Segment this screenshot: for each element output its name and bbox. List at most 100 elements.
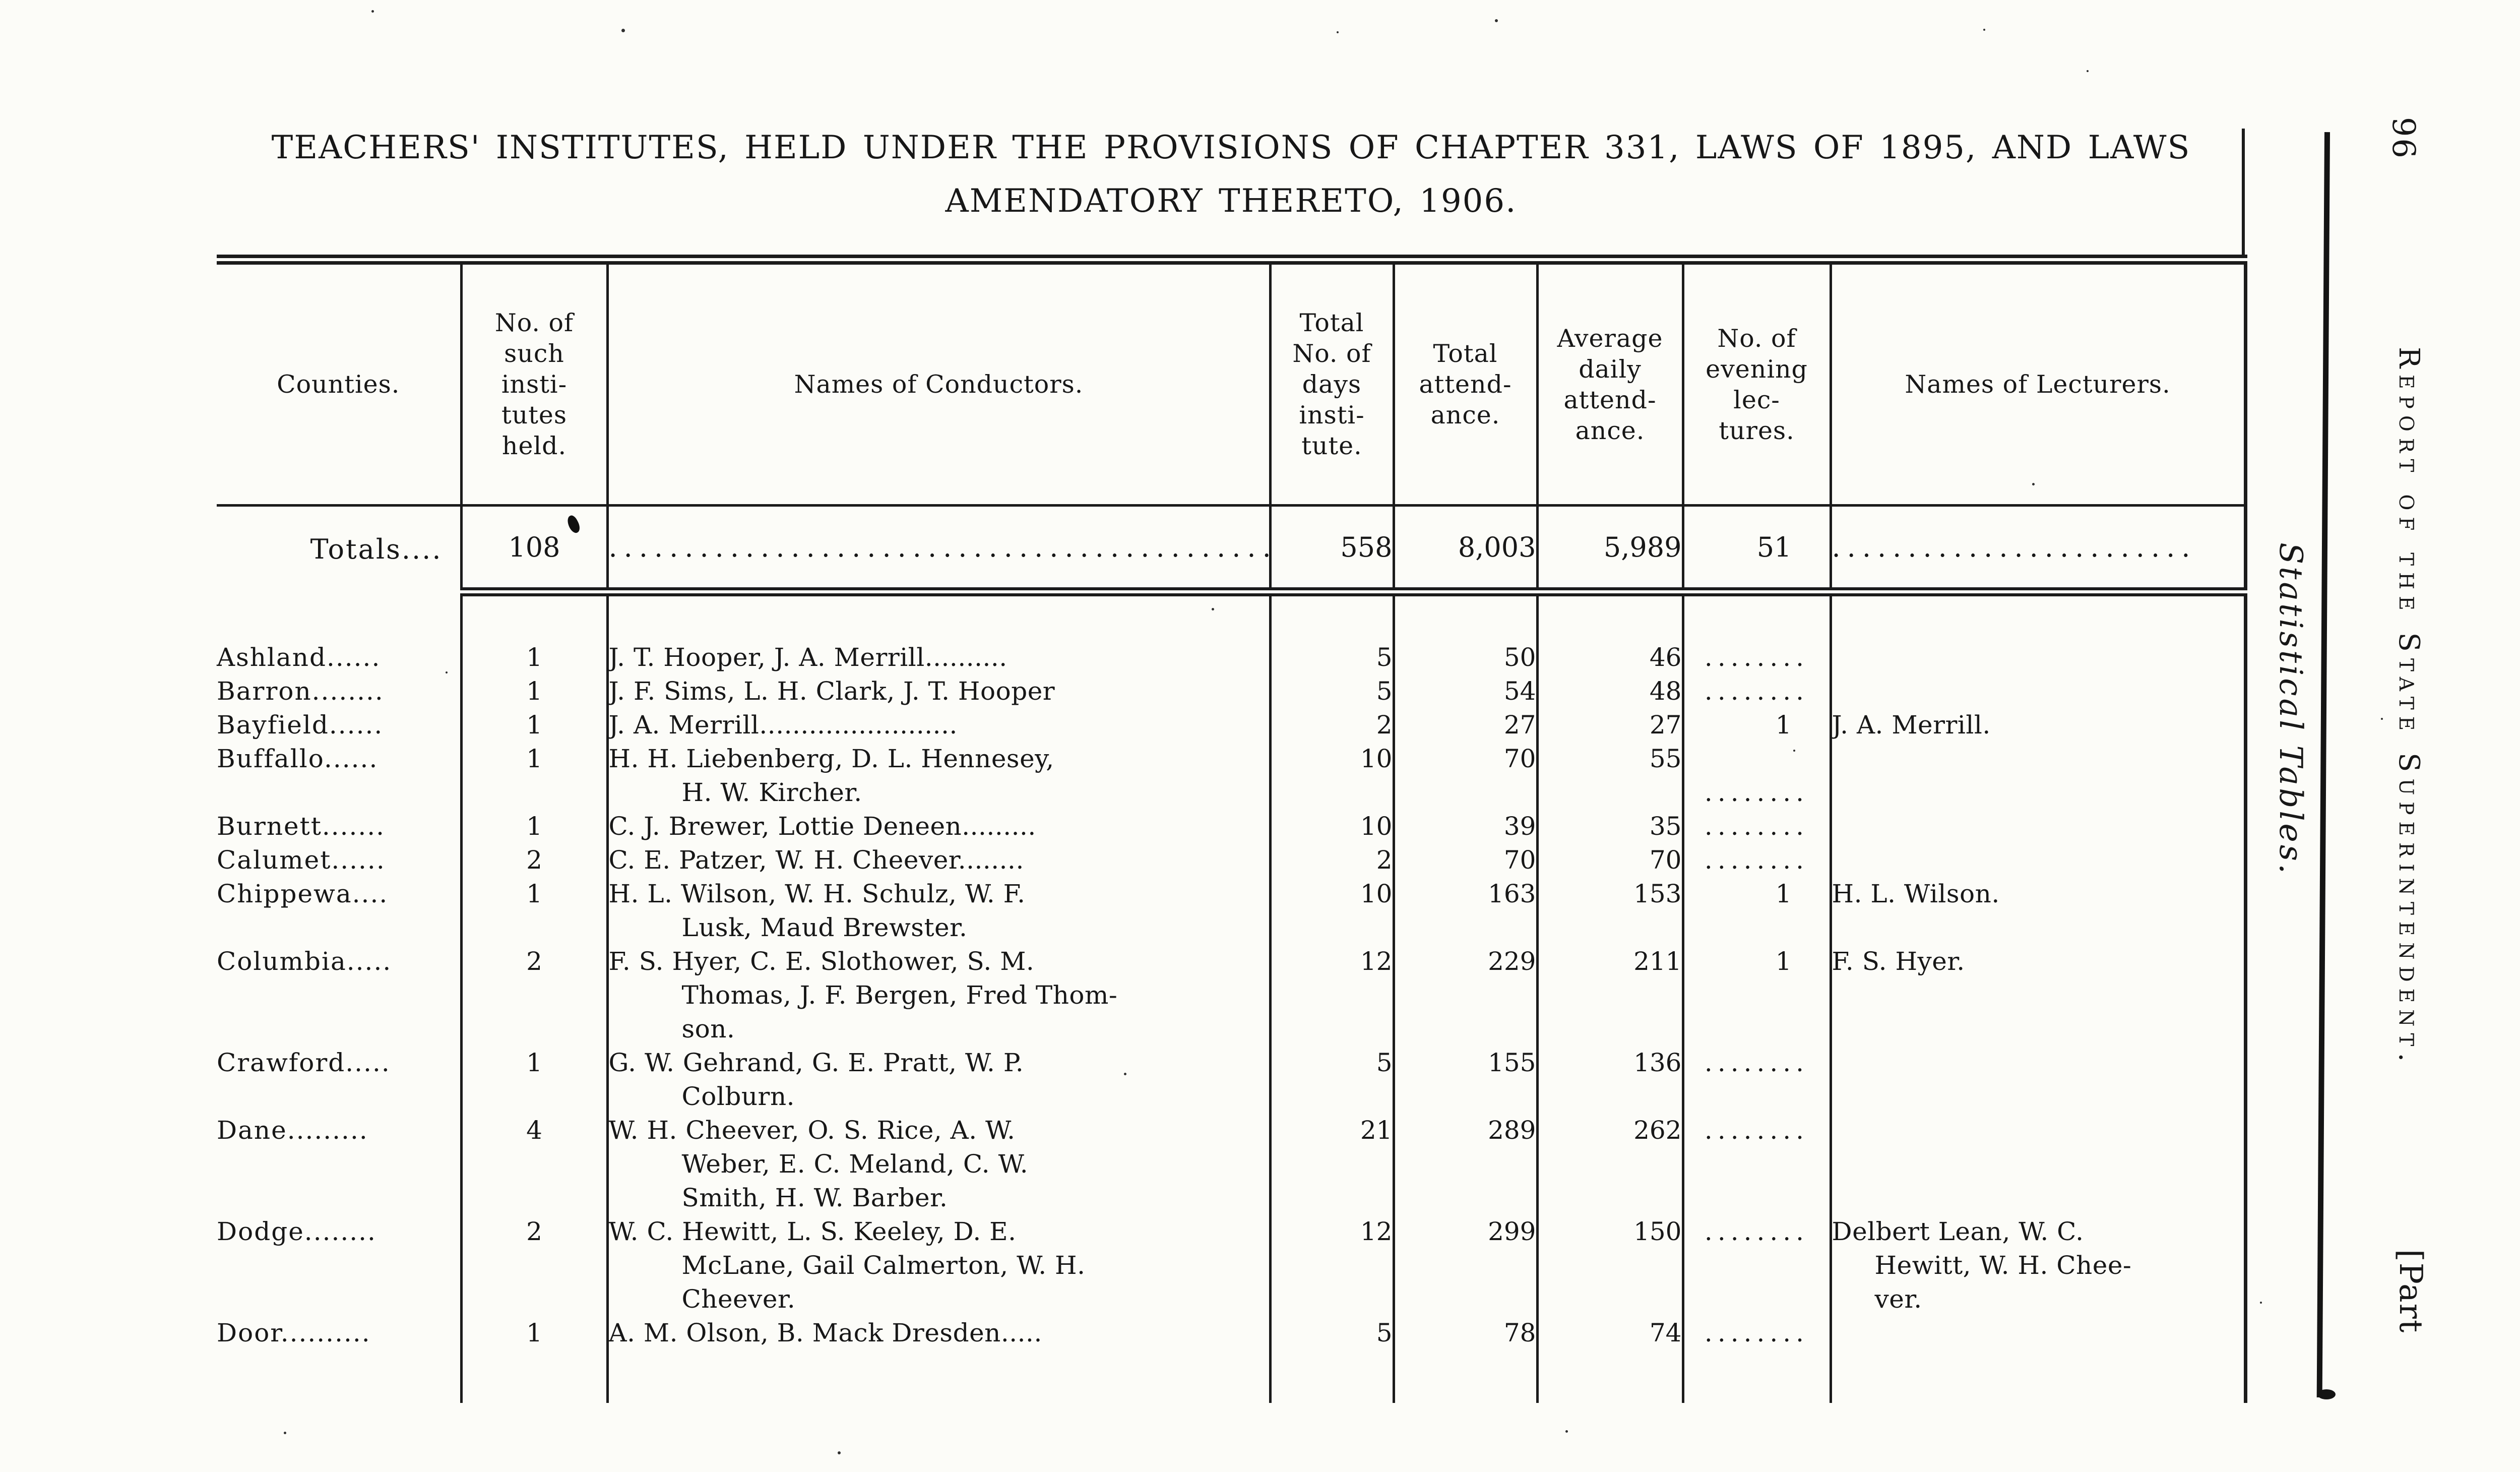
totals-lecturers-fill: ........................ xyxy=(1829,505,2247,596)
scan-speck xyxy=(446,671,448,673)
conductors-line: Lusk, Maud Brewster. xyxy=(681,913,968,942)
section-label: Statistical Tables. xyxy=(2273,542,2309,877)
conductors-line: A. M. Olson, B. Mack Dresden..... xyxy=(608,1318,1042,1347)
col-header-avg: Average daily attend-ance. xyxy=(1536,255,1683,507)
lecturers-cell xyxy=(1829,1046,2247,1114)
institutes-cell: 2 xyxy=(460,945,607,1046)
institutes-cell: 1 xyxy=(460,674,607,708)
county-cell: Ashland...... xyxy=(217,643,381,672)
scan-speck xyxy=(1983,29,1985,31)
conductors-cell: C. J. Brewer, Lottie Deneen......... xyxy=(606,810,1270,843)
evening-lectures-value: ........ xyxy=(1704,812,1809,841)
avg-attendance-cell: 70 xyxy=(1536,843,1683,877)
conductors-cell: H. H. Liebenberg, D. L. Hennesey, H. W. K… xyxy=(606,742,1270,810)
institutes-cell: 1 xyxy=(460,1316,607,1403)
conductors-cell: J. F. Sims, L. H. Clark, J. T. Hooper xyxy=(606,674,1270,708)
evening-lectures-cell: 1 xyxy=(1681,945,1831,1046)
scan-speck xyxy=(2032,483,2035,485)
attendance-cell: 163 xyxy=(1392,877,1537,945)
days-cell: 10 xyxy=(1269,877,1394,945)
evening-lectures-cell: 1 xyxy=(1681,877,1831,945)
totals-row: Totals.... 108...........................… xyxy=(217,505,2247,596)
lecturers-cell: Delbert Lean, W. C. Hewitt, W. H. Chee-ve… xyxy=(1829,1215,2247,1316)
county-cell: Columbia..... xyxy=(217,947,392,976)
conductors-line: H. H. Liebenberg, D. L. Hennesey, xyxy=(608,744,1054,773)
col-header-line: lec- xyxy=(1733,385,1780,414)
col-header-line: Names of Lecturers. xyxy=(1905,370,2171,399)
county-cell: Buffallo...... xyxy=(217,744,379,773)
col-header-line: No. of xyxy=(1717,324,1796,353)
col-header-lecturers: Names of Lecturers. xyxy=(1829,255,2247,507)
part-label: [Part xyxy=(2392,1249,2429,1334)
evening-lectures-value: ........ xyxy=(1704,1318,1809,1347)
page-number: 96 xyxy=(2385,117,2422,160)
col-header-line: ance. xyxy=(1430,401,1500,430)
col-header-days: Total No. of days insti-tute. xyxy=(1269,255,1394,507)
table-row: Crawford..... 1 G. W. Gehrand, G. E. Pratt… xyxy=(217,1046,2247,1114)
lecturers-line: Delbert Lean, W. C. xyxy=(1832,1217,2084,1246)
evening-lectures-cell: ........ xyxy=(1681,742,1831,810)
scan-speck xyxy=(1337,31,1339,33)
institutes-table: Counties. No. of such insti-tutes held. Names… xyxy=(217,255,2247,1403)
attendance-cell: 27 xyxy=(1392,708,1537,742)
evening-lectures-value: ........ xyxy=(1704,1217,1809,1246)
table-header: Counties. No. of such insti-tutes held. Names… xyxy=(217,255,2247,507)
conductors-cell: W. H. Cheever, O. S. Rice, A. W. Weber, E… xyxy=(606,1114,1270,1215)
conductors-cell: F. S. Hyer, C. E. Slothower, S. M. Thomas… xyxy=(606,945,1270,1046)
conductors-line: C. J. Brewer, Lottie Deneen......... xyxy=(608,812,1036,841)
spacer-cell xyxy=(1392,592,1537,641)
county-cell: Barron........ xyxy=(217,677,384,706)
evening-lectures-cell: ........ xyxy=(1681,1046,1831,1114)
attendance-cell: 50 xyxy=(1392,641,1537,674)
conductors-line: G. W. Gehrand, G. E. Pratt, W. P. xyxy=(608,1048,1024,1077)
institutes-cell: 1 xyxy=(460,641,607,674)
avg-attendance-cell: 27 xyxy=(1536,708,1683,742)
totals-conductors-fill-dots: ........................................… xyxy=(608,531,1269,563)
attendance-cell: 155 xyxy=(1392,1046,1537,1114)
table-right-border-tick xyxy=(2242,129,2245,257)
page-fold-line xyxy=(2316,132,2330,1398)
evening-lectures-cell: ........ xyxy=(1681,641,1831,674)
lecturers-cell: H. L. Wilson. xyxy=(1829,877,2247,945)
col-header-line: Average xyxy=(1557,324,1663,353)
conductors-cell: A. M. Olson, B. Mack Dresden..... xyxy=(606,1316,1270,1403)
scan-speck xyxy=(1124,1073,1126,1075)
scan-speck xyxy=(2381,718,2383,720)
totals-attendance: 8,003 xyxy=(1392,505,1537,596)
attendance-cell: 289 xyxy=(1392,1114,1537,1215)
institutes-cell: 1 xyxy=(460,708,607,742)
conductors-line: Colburn. xyxy=(681,1082,795,1111)
col-header-evening: No. of evening lec-tures. xyxy=(1681,255,1831,507)
scan-speck xyxy=(621,29,625,32)
col-header-line: such xyxy=(504,339,564,368)
days-cell: 5 xyxy=(1269,1046,1394,1114)
conductors-cell: G. W. Gehrand, G. E. Pratt, W. P. Colburn… xyxy=(606,1046,1270,1114)
col-header-line: insti- xyxy=(1299,401,1365,430)
avg-attendance-cell: 153 xyxy=(1536,877,1683,945)
conductors-cell: J. A. Merrill........................ xyxy=(606,708,1270,742)
conductors-cell: C. E. Patzer, W. H. Cheever........ xyxy=(606,843,1270,877)
lecturers-line: F. S. Hyer. xyxy=(1832,947,1965,976)
page-title-line-1: TEACHERS' INSTITUTES, HELD UNDER THE PRO… xyxy=(271,129,2191,166)
scan-speck xyxy=(284,1432,286,1434)
conductors-line: H. W. Kircher. xyxy=(681,778,862,807)
conductors-line: Cheever. xyxy=(681,1284,796,1314)
lecturers-cell xyxy=(1829,742,2247,810)
page-title: TEACHERS' INSTITUTES, HELD UNDER THE PRO… xyxy=(217,121,2245,228)
county-cell: Crawford..... xyxy=(217,1048,391,1077)
blank-line xyxy=(1684,742,1830,776)
page-fold-ink-blob xyxy=(2317,1389,2336,1399)
totals-lecturers-fill-dots: ........................ xyxy=(1832,531,2197,563)
institutes-cell: 1 xyxy=(460,810,607,843)
days-cell: 5 xyxy=(1269,1316,1394,1403)
col-header-line: evening xyxy=(1706,354,1808,384)
days-cell: 21 xyxy=(1269,1114,1394,1215)
evening-lectures-cell: ........ xyxy=(1681,1114,1831,1215)
scan-speck xyxy=(1565,1430,1568,1433)
avg-attendance-cell: 150 xyxy=(1536,1215,1683,1316)
spacer-cell xyxy=(1829,592,2247,641)
col-header-line: days xyxy=(1302,370,1362,399)
scan-speck xyxy=(371,10,374,13)
table-row: Bayfield...... 1 J. A. Merrill............… xyxy=(217,708,2247,742)
